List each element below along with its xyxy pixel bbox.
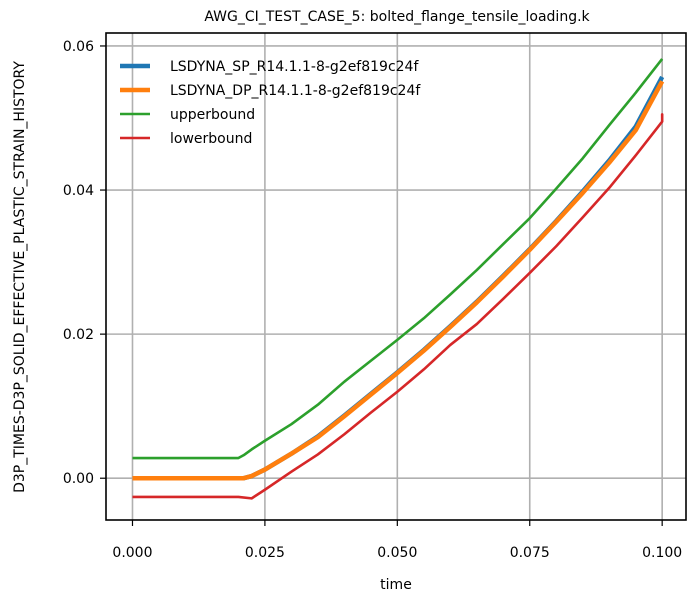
plot-frame [105,32,687,521]
x-axis: 0.000 0.025 0.050 0.075 0.100 [112,520,682,561]
series-line-1 [132,80,665,481]
y-tick-label: 0.06 [63,39,94,55]
x-axis-label: time [380,577,412,593]
x-tick-label: 0.050 [377,545,417,561]
x-tick-label: 0.000 [112,545,152,561]
legend-entry: lowerbound [170,131,252,147]
legend-entry: LSDYNA_SP_R14.1.1-8-g2ef819c24f [170,59,419,75]
y-tick-label: 0.02 [63,327,94,343]
series-line-2 [132,58,664,460]
y-tick-label: 0.04 [63,183,94,199]
y-axis: 0.00 0.02 0.04 0.06 [63,39,106,487]
chart-title: AWG_CI_TEST_CASE_5: bolted_flange_tensil… [204,9,590,25]
series-layer [132,58,665,500]
y-tick-label: 0.00 [63,471,94,487]
series-line-3 [132,113,664,500]
y-axis-label: D3P_TIMES-D3P_SOLID_EFFECTIVE_PLASTIC_ST… [12,61,28,493]
x-tick-label: 0.100 [642,545,682,561]
legend-entry: LSDYNA_DP_R14.1.1-8-g2ef819c24f [170,83,421,99]
x-tick-label: 0.025 [245,545,285,561]
x-tick-label: 0.075 [510,545,550,561]
legend: LSDYNA_SP_R14.1.1-8-g2ef819c24f LSDYNA_DP… [120,59,421,147]
legend-entry: upperbound [170,107,255,123]
